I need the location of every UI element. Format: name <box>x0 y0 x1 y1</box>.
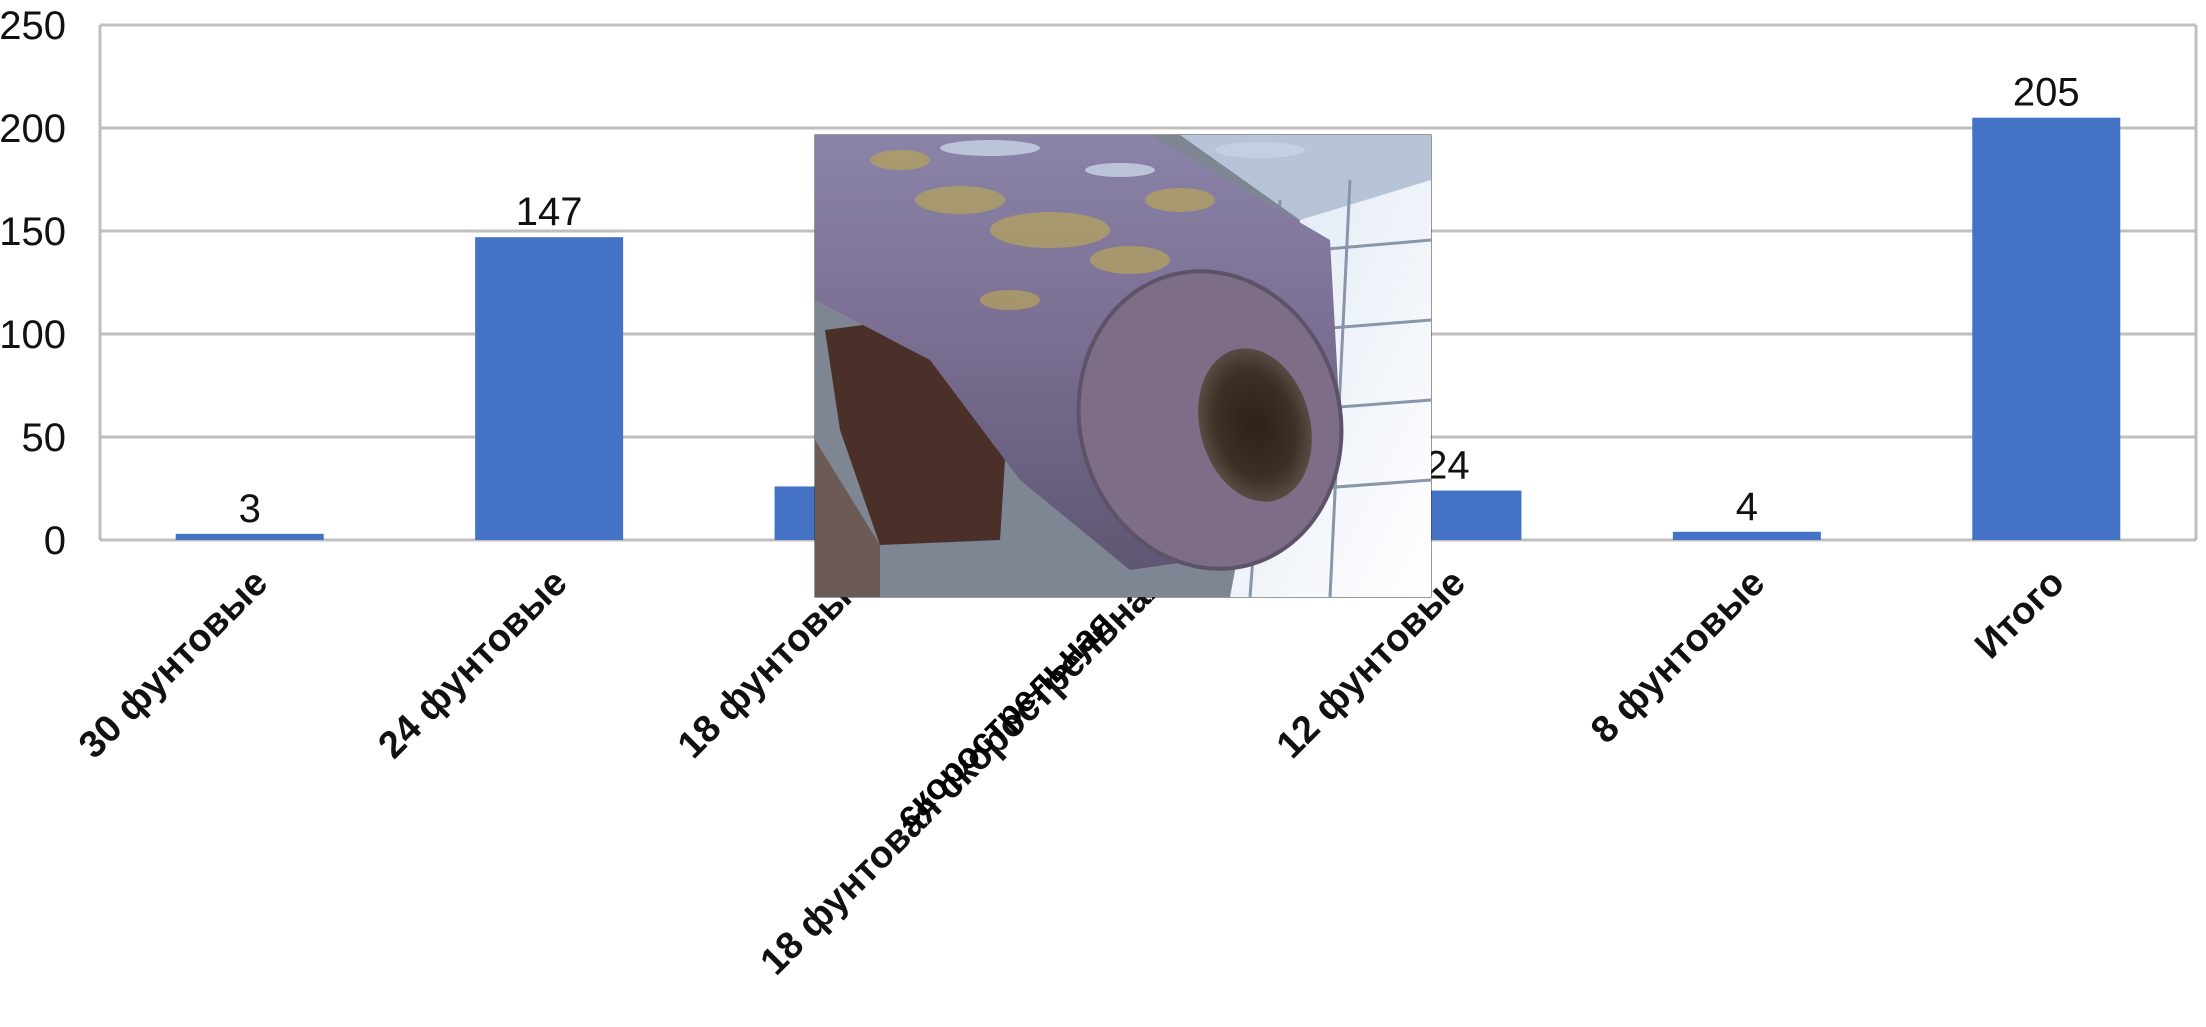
data-label: 147 <box>516 190 583 234</box>
data-labels: 3 147 24 4 205 <box>239 71 2080 531</box>
data-label: 205 <box>2013 71 2080 115</box>
data-label: 24 <box>1425 444 1470 488</box>
y-tick-label: 0 <box>44 519 66 563</box>
y-tick-label: 100 <box>0 313 66 357</box>
x-category-label: 24 фунтовые <box>370 562 575 767</box>
y-tick-label: 200 <box>0 107 66 151</box>
bar-1 <box>475 237 624 540</box>
data-label: 3 <box>239 487 261 531</box>
cannon-photo <box>814 134 1432 598</box>
bar-0 <box>175 533 324 540</box>
bar-5 <box>1672 531 1821 540</box>
extra-category-label: скорострельная <box>886 602 1120 836</box>
y-tick-label: 250 <box>0 4 66 48</box>
x-category-label: Итого <box>1967 562 2072 667</box>
x-category-label: 8 фунтовые <box>1583 562 1773 752</box>
y-tick-label: 50 <box>22 416 67 460</box>
y-tick-label: 150 <box>0 210 66 254</box>
x-category-label: 30 фунтовые <box>71 562 276 767</box>
bar-6 <box>1972 117 2121 540</box>
y-axis-ticks: 0 50 100 150 200 250 <box>0 4 66 563</box>
data-label: 4 <box>1736 485 1758 529</box>
